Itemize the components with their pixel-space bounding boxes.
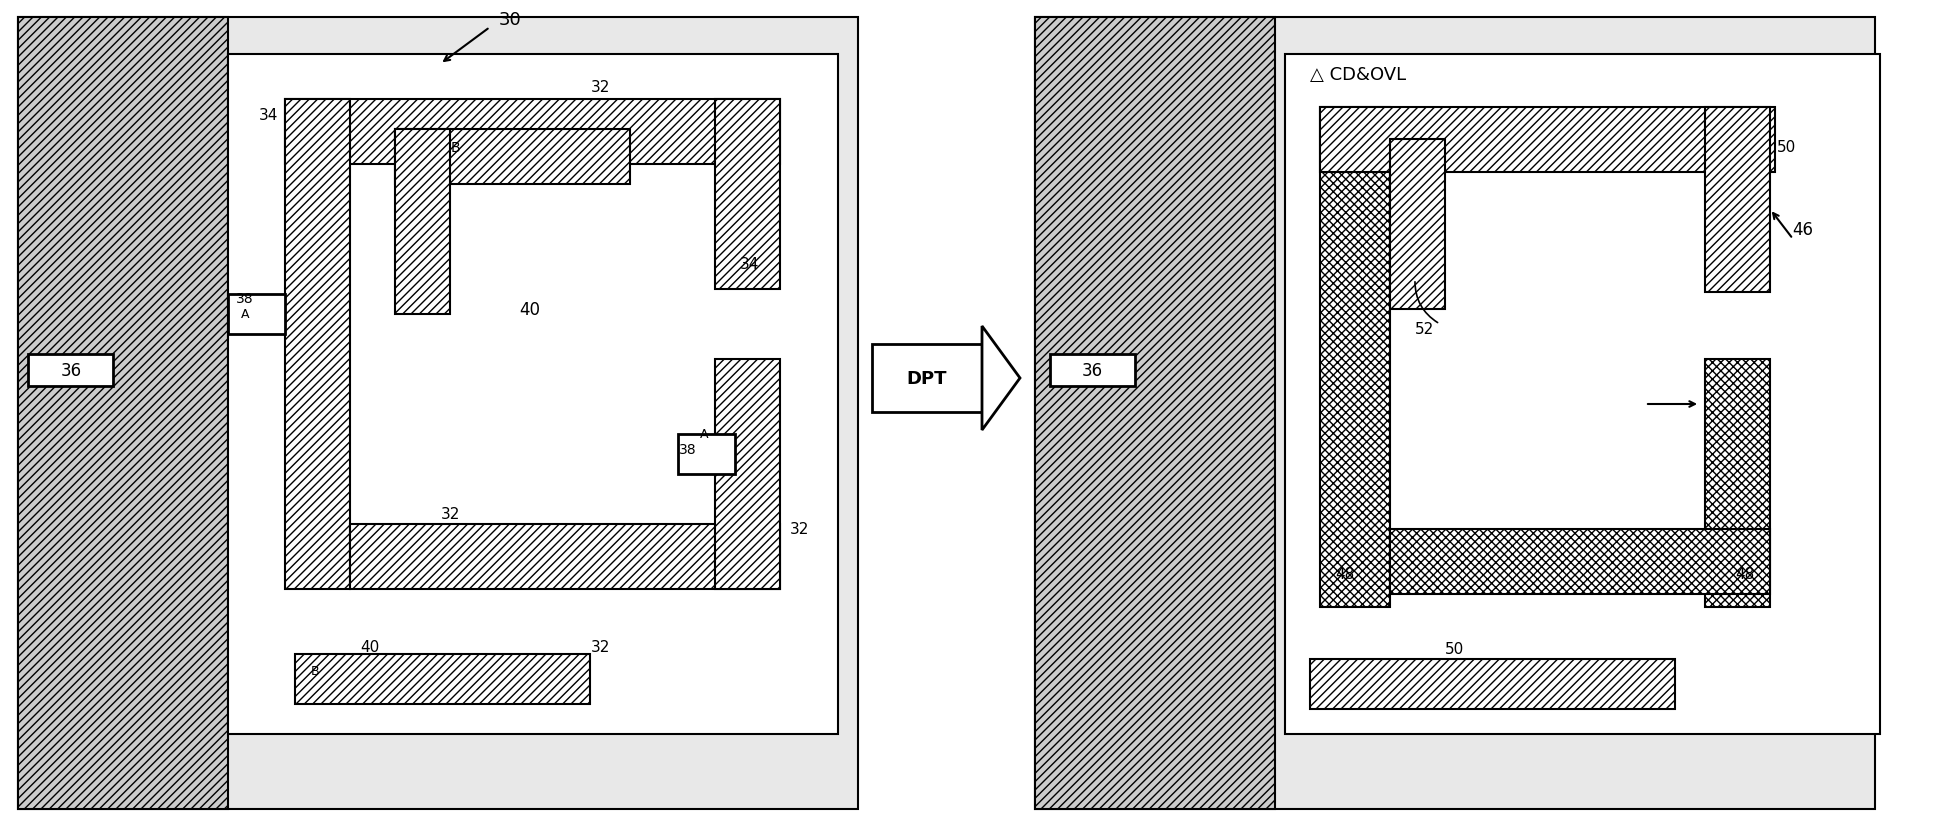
Text: B: B <box>451 141 461 155</box>
Bar <box>873 345 981 413</box>
Text: 36: 36 <box>1082 361 1103 380</box>
Bar <box>1705 108 1771 293</box>
Text: 50: 50 <box>1776 141 1796 155</box>
Text: 40: 40 <box>519 301 540 318</box>
Bar <box>1285 55 1881 734</box>
Text: 32: 32 <box>590 80 610 95</box>
Text: 38: 38 <box>236 292 253 306</box>
Bar <box>228 294 284 335</box>
Text: 32: 32 <box>441 507 461 522</box>
Text: 52: 52 <box>1414 322 1434 337</box>
Text: 48: 48 <box>1736 566 1755 582</box>
Text: 34: 34 <box>259 108 279 122</box>
Bar <box>677 434 735 475</box>
Text: 32: 32 <box>590 640 610 655</box>
Bar <box>284 100 780 165</box>
Text: 38: 38 <box>679 442 697 457</box>
Text: △ CD&OVL: △ CD&OVL <box>1310 66 1407 84</box>
Bar <box>395 130 631 184</box>
Bar <box>1320 108 1389 607</box>
Text: DPT: DPT <box>908 370 948 388</box>
Text: 30: 30 <box>499 11 521 29</box>
Bar <box>1035 18 1875 809</box>
Bar <box>17 18 228 809</box>
Bar <box>716 360 780 590</box>
Bar <box>1320 108 1774 173</box>
Bar <box>228 55 838 734</box>
Bar <box>1035 18 1275 809</box>
Text: 32: 32 <box>789 522 809 537</box>
Bar <box>1389 529 1771 595</box>
Text: 50: 50 <box>1445 642 1465 657</box>
Polygon shape <box>981 327 1020 431</box>
Text: A: A <box>240 308 250 321</box>
Bar <box>27 355 112 386</box>
Bar <box>284 100 350 590</box>
Bar <box>1051 355 1136 386</box>
Text: 46: 46 <box>1792 221 1813 239</box>
Text: A: A <box>700 428 708 441</box>
Bar <box>17 18 857 809</box>
Bar <box>1705 360 1771 607</box>
Text: 34: 34 <box>739 257 759 272</box>
Text: B: B <box>312 665 319 677</box>
Bar <box>395 130 451 314</box>
Text: 36: 36 <box>60 361 81 380</box>
Text: 48: 48 <box>1335 566 1354 582</box>
Text: 40: 40 <box>360 640 379 655</box>
Bar <box>1310 659 1676 709</box>
Bar <box>1389 140 1445 309</box>
Bar <box>350 524 780 590</box>
Bar <box>716 100 780 289</box>
Bar <box>294 654 590 704</box>
